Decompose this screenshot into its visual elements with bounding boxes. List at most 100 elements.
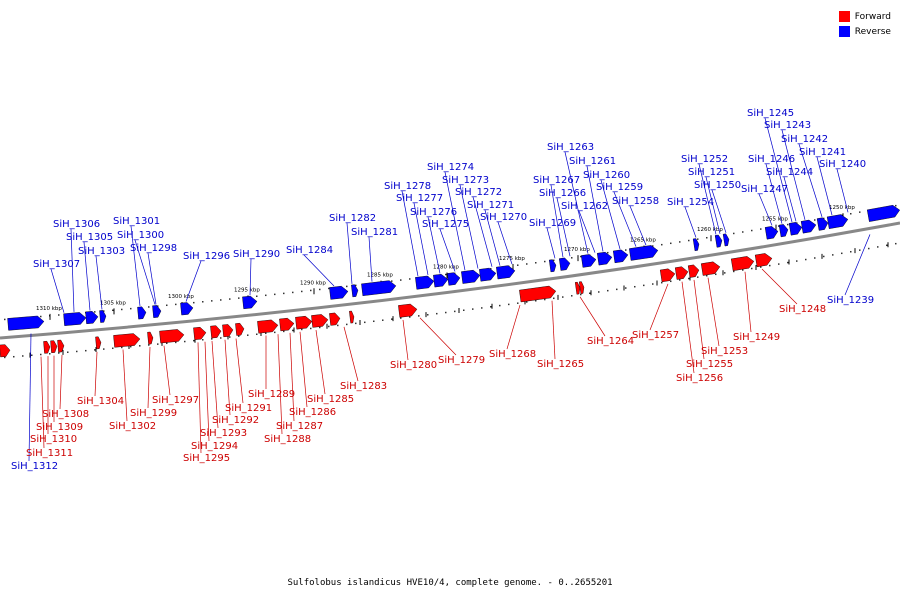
reverse-gene-arrow	[764, 226, 779, 240]
gene-label: SiH_1307	[33, 259, 80, 270]
reverse-gene-arrow	[351, 284, 359, 298]
gene-label: SiH_1262	[561, 201, 608, 212]
gene-label: SiH_1258	[612, 196, 659, 207]
gene-label: SiH_1264	[587, 336, 634, 347]
track-dot	[454, 310, 456, 313]
gene-label: SiH_1249	[733, 332, 780, 343]
leader-line	[781, 129, 806, 220]
gene-label: SiH_1304	[77, 396, 124, 407]
track-dot	[184, 340, 186, 343]
track-dot	[679, 279, 681, 281]
leader-line	[765, 163, 783, 224]
gene-label: SiH_1253	[701, 346, 748, 357]
leader-line	[613, 191, 637, 247]
leader-line	[707, 277, 720, 347]
reverse-gene-arrow	[629, 245, 659, 261]
leader-line	[315, 329, 326, 395]
forward-gene-arrow	[754, 253, 773, 268]
scale-label: 1255 kbp	[762, 217, 788, 223]
gene-label: SiH_1267	[533, 175, 580, 186]
gene-label: SiH_1297	[152, 395, 199, 406]
scale-label: 1270 kbp	[564, 247, 590, 253]
gene-label: SiH_1260	[583, 170, 630, 181]
track-dot	[238, 335, 240, 337]
leader-line	[289, 332, 295, 422]
track-dot	[571, 295, 573, 297]
track-dot	[94, 311, 96, 313]
forward-gene-arrow	[113, 333, 141, 348]
track-dot	[706, 274, 708, 277]
leader-line	[497, 221, 513, 265]
forward-gene-arrow	[0, 344, 11, 358]
track-dot	[445, 311, 447, 314]
track-dot	[49, 353, 51, 355]
gene-label: SiH_1259	[596, 182, 643, 193]
track-dot	[292, 329, 294, 332]
leader-line	[413, 202, 429, 275]
track-dot	[319, 326, 321, 329]
track-dot	[220, 337, 222, 339]
track-dot	[265, 294, 267, 297]
forward-gene-arrow	[95, 336, 102, 350]
track-dot	[553, 297, 555, 300]
reverse-gene-arrow	[800, 219, 817, 234]
track-dot	[40, 353, 42, 356]
leader-line	[684, 206, 697, 238]
tick-layer: 1310 kbp 1305 kbp 1300 kbp 1295 kbp 1290 kbp…	[4, 204, 897, 359]
leader-line	[484, 209, 501, 266]
track-dot	[166, 342, 168, 345]
track-dot	[337, 324, 339, 327]
gene-label: SiH_1244	[766, 167, 813, 178]
track-dot	[661, 243, 663, 246]
leader-line	[705, 176, 721, 234]
gene-label: SiH_1284	[286, 245, 333, 256]
track-dot	[814, 219, 816, 221]
leader-line	[235, 338, 244, 404]
gene-label: SiH_1308	[42, 409, 89, 420]
track-dot	[409, 316, 411, 318]
track-dot	[436, 312, 438, 315]
track-dot	[850, 250, 852, 253]
track-dot	[706, 236, 708, 239]
track-dot	[310, 289, 312, 292]
track-dot	[580, 255, 582, 258]
leader-line	[427, 216, 441, 274]
forward-gene-arrow	[222, 324, 234, 338]
gene-label: SiH_1279	[438, 355, 485, 366]
leader-line	[578, 210, 596, 253]
gene-label: SiH_1287	[276, 421, 323, 432]
genome-caption: Sulfolobus islandicus HVE10/4, complete …	[287, 578, 613, 588]
reverse-gene-arrow	[99, 310, 107, 323]
track-dot	[607, 251, 609, 254]
leader-line	[564, 151, 589, 254]
leader-line	[249, 258, 252, 296]
scale-label: 1300 kbp	[168, 294, 194, 300]
leader-line	[95, 255, 103, 310]
track-dot	[760, 228, 762, 230]
leader-line	[50, 268, 65, 313]
leader-line	[402, 319, 409, 361]
track-dot	[553, 259, 555, 262]
gene-label: SiH_1289	[248, 389, 295, 400]
track-dot	[382, 319, 384, 321]
legend: Forward Reverse	[838, 9, 891, 39]
track-dot	[355, 322, 357, 325]
track-dot	[742, 269, 744, 271]
leader-line	[459, 184, 479, 269]
reverse-gene-arrow	[816, 217, 829, 231]
track-dot	[733, 232, 735, 235]
forward-gene-arrow	[659, 268, 676, 283]
track-dot	[229, 298, 231, 300]
genome-backbone	[0, 221, 900, 340]
leader-line	[600, 179, 621, 250]
forward-gene-arrow	[519, 285, 557, 303]
track-dot	[238, 297, 240, 299]
reverse-gene-arrow	[63, 312, 87, 326]
gene-label: SiH_1269	[529, 218, 576, 229]
gene-label: SiH_1241	[799, 147, 846, 158]
legend-reverse-label: Reverse	[854, 26, 891, 37]
track-dot	[175, 341, 177, 344]
track-dot	[832, 254, 834, 256]
track-dot	[13, 355, 15, 358]
gene-label: SiH_1302	[109, 421, 156, 432]
